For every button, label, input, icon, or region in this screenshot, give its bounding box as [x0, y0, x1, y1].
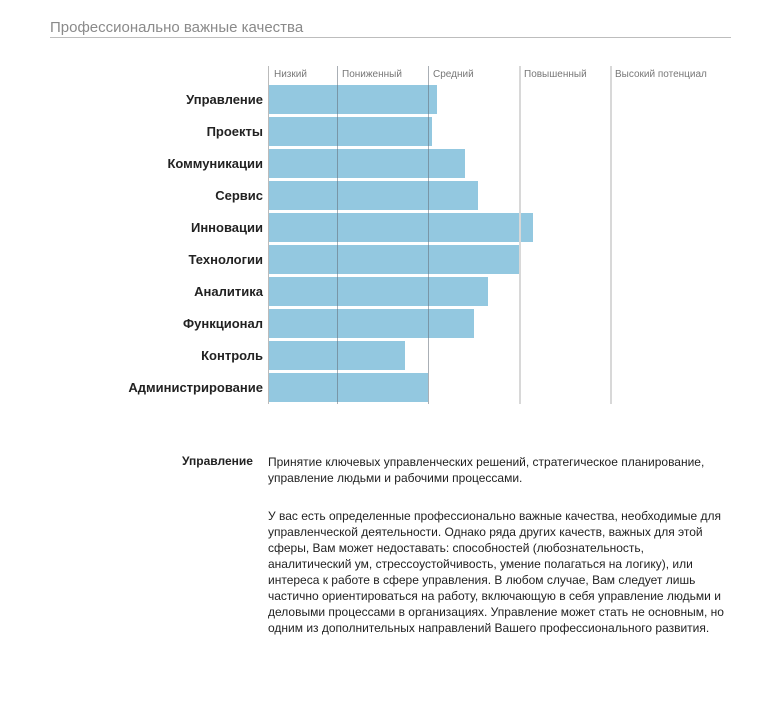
detail-line: интереса к работе в сфере управления. В … — [268, 573, 696, 587]
category-label: Проекты — [206, 124, 263, 139]
detail-line: У вас есть определенные профессионально … — [268, 509, 721, 523]
category-label: Функционал — [183, 316, 263, 331]
detail-line: деловыми процессами в организациях. Упра… — [268, 605, 724, 619]
bar-5 — [269, 213, 533, 242]
category-label: Технологии — [188, 252, 263, 267]
category-label: Управление — [186, 92, 263, 107]
band-label: Средний — [433, 69, 474, 80]
detail-line: аналитический ум, стрессоустойчивость, у… — [268, 557, 693, 571]
description-label: Управление — [182, 454, 253, 468]
category-label: Контроль — [201, 348, 263, 363]
bar-10 — [269, 373, 428, 402]
category-label: Коммуникации — [167, 156, 263, 171]
bar-7 — [269, 277, 489, 306]
band-gridline — [337, 66, 338, 404]
bar-3 — [269, 149, 466, 178]
category-label: Сервис — [215, 188, 263, 203]
bar-1 — [269, 85, 438, 114]
band-label: Повышенный — [524, 69, 587, 80]
description-text: Принятие ключевых управленческих решений… — [268, 454, 724, 636]
bar-4 — [269, 181, 479, 210]
band-label: Пониженный — [342, 69, 402, 80]
detail-line: частично ориентироваться на работу, вклю… — [268, 589, 721, 603]
band-gridline — [428, 66, 429, 404]
detail-line: одним из дополнительных направлений Ваше… — [268, 621, 710, 635]
y-axis-line — [268, 66, 269, 404]
category-label: Инновации — [190, 220, 263, 235]
description-summary: Принятие ключевых управленческих решений… — [268, 454, 724, 486]
bar-8 — [269, 309, 475, 338]
band-label: Низкий — [274, 69, 307, 80]
section-title: Профессионально важные качества — [50, 19, 304, 36]
band-gridline — [519, 66, 521, 404]
summary-line: Принятие ключевых управленческих решений… — [268, 455, 705, 469]
category-label: Аналитика — [194, 284, 263, 299]
title-divider — [50, 37, 731, 38]
description-detail: У вас есть определенные профессионально … — [268, 508, 724, 636]
band-label: Высокий потенциал — [615, 69, 707, 80]
detail-line: сферы, Вам может недоставать: способност… — [268, 541, 644, 555]
detail-line: управленческой деятельности. Однако ряда… — [268, 525, 703, 539]
bar-6 — [269, 245, 520, 274]
band-gridline — [610, 66, 612, 404]
bar-2 — [269, 117, 432, 146]
qualities-bar-chart: Управление Проекты Коммуникации Сервис Иннов… — [128, 66, 707, 404]
summary-line: управление людьми и рабочими процессами. — [268, 471, 523, 485]
category-label: Администрирование — [128, 380, 263, 395]
